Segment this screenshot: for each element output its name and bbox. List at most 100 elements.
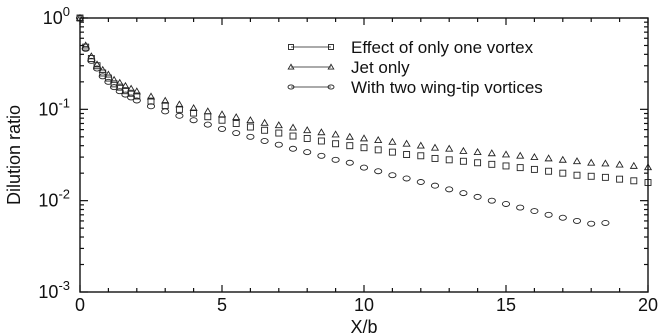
circle-marker-point — [92, 65, 102, 72]
triangle-marker-point — [388, 137, 397, 145]
triangle-marker-point — [544, 154, 553, 162]
square-marker-point — [204, 113, 212, 121]
triangle-marker-point — [92, 60, 102, 68]
square-marker-point — [346, 142, 354, 150]
circle-marker-point — [127, 94, 136, 101]
triangle-marker-point — [274, 121, 283, 129]
square-marker-point — [289, 132, 297, 140]
triangle-marker-point — [501, 150, 511, 158]
circle-marker-point — [246, 133, 255, 140]
square-marker-point — [332, 140, 340, 148]
triangle-marker-point — [416, 141, 425, 149]
circle-marker-point — [572, 217, 582, 224]
square-marker-point — [232, 120, 240, 127]
square-marker-point — [388, 148, 396, 156]
triangle-marker-point — [402, 139, 411, 147]
triangle-marker-point — [615, 160, 624, 168]
series-triangle — [75, 13, 653, 171]
circle-marker-point — [288, 145, 298, 152]
triangle-marker-point — [121, 81, 130, 89]
legend-label: Effect of only one vortex — [351, 38, 534, 57]
axis-ticks: 0 5 10 15 20 100 10-1 10-2 10-3 — [38, 4, 658, 315]
circle-marker-point — [359, 164, 369, 171]
circle-marker-point — [232, 130, 241, 137]
circle-marker-point — [459, 190, 468, 197]
square-marker-point — [317, 137, 325, 145]
circle-marker-point — [274, 141, 283, 148]
square-marker-point — [190, 109, 198, 117]
circle-marker-point — [345, 159, 354, 166]
square-marker-point — [630, 177, 638, 185]
circle-marker-point — [115, 88, 124, 95]
circle-marker-point — [516, 204, 525, 211]
circle-marker-point — [558, 214, 567, 221]
square-marker-point — [431, 154, 439, 162]
circle-marker-point — [87, 57, 96, 64]
triangle-marker-point — [115, 78, 124, 86]
circle-marker-point — [530, 208, 539, 215]
triangle-marker-point — [132, 87, 141, 95]
circle-marker-point — [374, 168, 383, 175]
triangle-marker-point — [629, 161, 638, 169]
triangle-marker-point — [487, 149, 496, 157]
square-marker-point — [374, 146, 382, 154]
square-marker-point — [261, 126, 269, 134]
circle-marker-point — [303, 149, 312, 156]
square-marker-point — [360, 144, 368, 152]
circle-marker-point — [203, 121, 212, 128]
square-marker-point — [616, 175, 624, 183]
triangle-marker-point — [345, 132, 354, 140]
triangle-marker-point — [175, 100, 184, 108]
triangle-marker-legend — [327, 63, 335, 70]
triangle-marker-point — [232, 113, 241, 121]
circle-marker-point — [260, 138, 269, 144]
triangle-marker-point — [260, 118, 269, 126]
triangle-marker-point — [359, 134, 369, 142]
triangle-marker-point — [217, 110, 227, 118]
square-marker-point — [530, 165, 538, 173]
circle-marker-point — [161, 108, 170, 115]
square-marker-point — [175, 105, 183, 113]
square-marker-point — [275, 129, 283, 137]
triangle-marker-point — [601, 159, 610, 167]
square-marker-point — [303, 134, 311, 142]
circle-marker-point — [587, 220, 596, 227]
triangle-marker-point — [146, 92, 156, 100]
square-marker-point — [488, 160, 496, 168]
x-tick-label: 15 — [496, 295, 516, 315]
circle-marker-point — [445, 186, 454, 193]
triangle-marker-point — [558, 155, 567, 163]
triangle-marker-point — [288, 123, 298, 131]
square-marker-point — [573, 171, 581, 179]
y-tick-label: 100 — [43, 4, 70, 28]
square-marker-point — [246, 123, 254, 131]
square-marker-legend — [288, 44, 294, 50]
circle-marker-point — [402, 175, 411, 182]
triangle-marker-point — [303, 126, 312, 134]
circle-marker-point — [473, 193, 482, 200]
triangle-marker-point — [374, 136, 383, 144]
triangle-marker-legend — [287, 63, 295, 70]
triangle-marker-point — [430, 143, 440, 151]
circle-marker-point — [430, 182, 440, 189]
circle-marker-point — [189, 117, 198, 124]
triangle-marker-point — [203, 107, 212, 115]
circle-marker-point — [317, 152, 326, 159]
data-series-layer — [75, 13, 653, 227]
circle-marker-point — [110, 84, 119, 91]
x-tick-label: 20 — [638, 295, 658, 315]
square-marker-point — [417, 152, 425, 160]
x-tick-label: 0 — [75, 295, 85, 315]
legend-label: Jet only — [351, 58, 410, 77]
square-marker-point — [403, 151, 411, 158]
triangle-marker-point — [109, 75, 119, 83]
legend-label: With two wing-tip vortices — [351, 78, 543, 97]
circle-marker-point — [487, 197, 496, 204]
triangle-marker-point — [587, 158, 596, 166]
legend-item: With two wing-tip vortices — [287, 78, 543, 97]
triangle-marker-point — [473, 147, 482, 156]
circle-marker-point — [544, 211, 553, 218]
triangle-marker-point — [127, 84, 136, 92]
